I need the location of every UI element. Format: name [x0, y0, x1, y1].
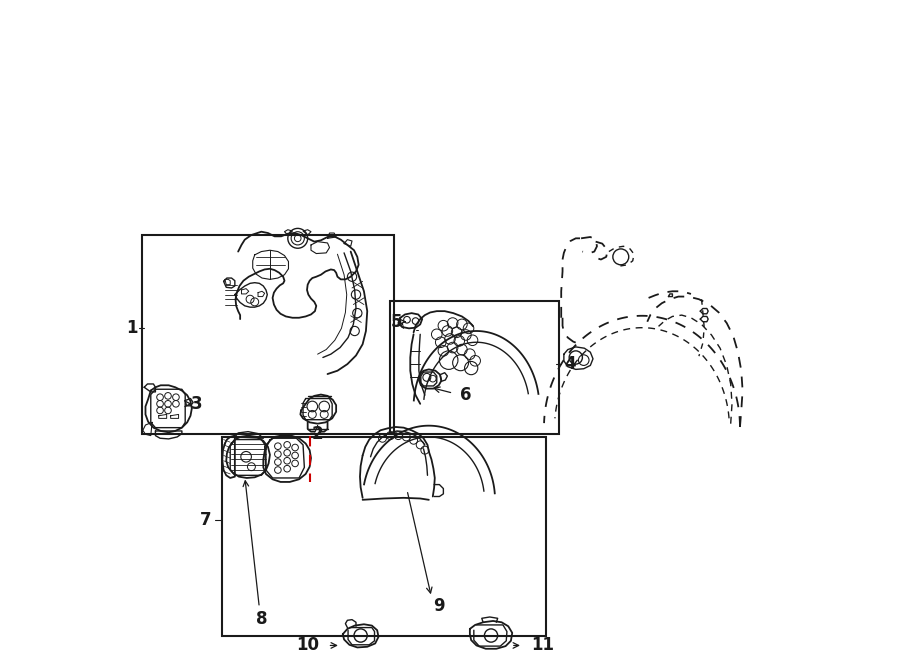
Text: 6: 6: [460, 386, 472, 404]
Text: 10: 10: [296, 636, 319, 655]
Bar: [221, 437, 546, 636]
Bar: [142, 235, 393, 434]
Text: 9: 9: [434, 596, 446, 615]
Text: 4: 4: [564, 355, 575, 373]
Text: 7: 7: [200, 510, 212, 529]
Text: 8: 8: [256, 610, 267, 628]
Text: 11: 11: [531, 636, 554, 655]
Bar: [391, 301, 559, 434]
Text: 2: 2: [311, 424, 323, 443]
Text: 3: 3: [191, 395, 202, 413]
Text: 1: 1: [127, 318, 138, 337]
Text: 5: 5: [391, 312, 402, 331]
